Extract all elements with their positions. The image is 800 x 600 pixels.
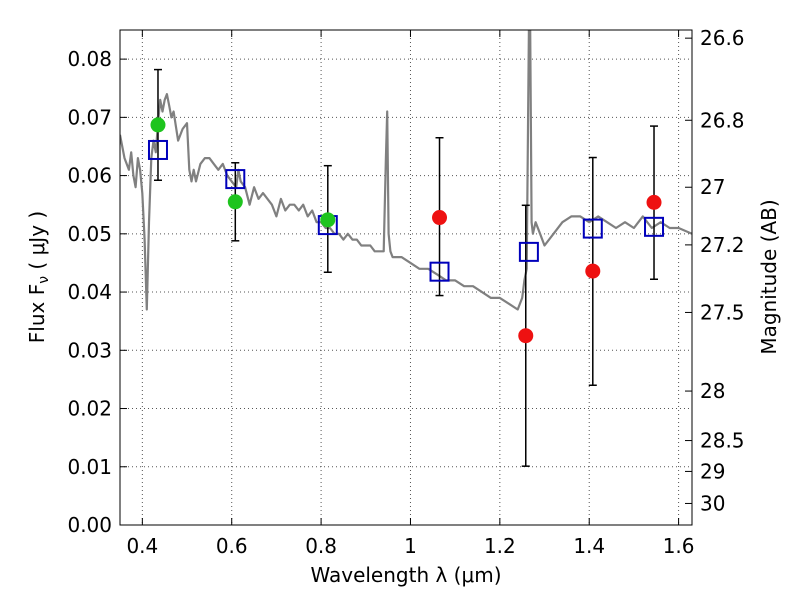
y-axis-left: 0.00 0.01 0.02 0.03 0.04 0.05 0.06 0.07 0.08 <box>67 47 127 537</box>
right-tick-label: 26.6 <box>700 26 745 50</box>
y-tick-label: 0.06 <box>67 164 112 188</box>
y-tick-label: 0.03 <box>67 338 112 362</box>
x-tick-label: 1 <box>404 534 417 558</box>
x-tick-label: 1.6 <box>663 534 695 558</box>
y-tick-label: 0.05 <box>67 222 112 246</box>
y-tick-label: 0.02 <box>67 397 112 421</box>
red-data-point <box>432 210 448 226</box>
plot-area <box>120 30 692 467</box>
y-axis-title-main: Flux F <box>25 284 49 343</box>
y-tick-label: 0.00 <box>67 513 112 537</box>
y-tick-label: 0.08 <box>67 47 112 71</box>
y-tick-label: 0.01 <box>67 455 112 479</box>
x-tick-label: 0.4 <box>126 534 158 558</box>
red-data-point <box>585 263 601 279</box>
grid-lines <box>120 30 692 526</box>
x-tick-label: 0.8 <box>305 534 337 558</box>
model-square <box>429 261 450 282</box>
model-square <box>225 169 246 190</box>
y-tick-label: 0.04 <box>67 280 112 304</box>
y-tick-label: 0.07 <box>67 105 112 129</box>
x-tick-label: 1.2 <box>484 534 516 558</box>
y-axis-title-unit: ( μJy ) <box>25 211 49 276</box>
right-tick-label: 27 <box>700 175 725 199</box>
y-axis-right: 26.6 26.8 27 27.2 27.5 28 28.5 29 30 <box>685 26 745 515</box>
model-square <box>644 216 665 237</box>
green-data-point <box>320 212 336 228</box>
green-data-point <box>227 194 243 210</box>
right-tick-label: 27.2 <box>700 233 745 257</box>
x-tick-label: 0.6 <box>216 534 248 558</box>
right-tick-label: 29 <box>700 459 725 483</box>
red-data-point <box>646 194 662 210</box>
right-tick-label: 26.8 <box>700 108 745 132</box>
right-axis-title: Magnitude (AB) <box>757 199 781 354</box>
right-tick-label: 30 <box>700 491 725 515</box>
model-square <box>518 241 539 262</box>
right-tick-label: 27.5 <box>700 300 745 324</box>
x-axis: 0.4 0.6 0.8 1 1.2 1.4 1.6 <box>126 30 695 558</box>
y-axis-title-subscript: ν <box>36 276 52 284</box>
green-data-point <box>150 117 166 133</box>
right-tick-label: 28.5 <box>700 429 745 453</box>
y-axis-title: Flux Fν ( μJy ) <box>25 211 52 343</box>
plot-frame <box>119 29 693 526</box>
x-tick-label: 1.4 <box>573 534 605 558</box>
right-tick-label: 28 <box>700 379 725 403</box>
sed-line <box>120 30 692 311</box>
x-axis-title: Wavelength λ (μm) <box>310 563 501 587</box>
model-square <box>582 218 603 239</box>
model-square <box>147 139 168 160</box>
red-data-point <box>518 328 534 344</box>
